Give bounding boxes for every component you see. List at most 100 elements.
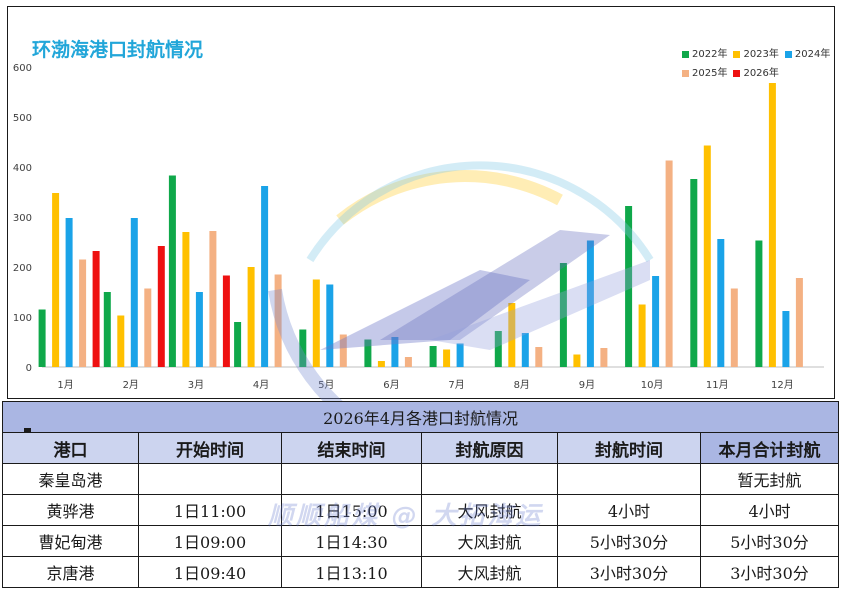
legend-swatch: [784, 50, 792, 58]
table-cell: 3小时30分: [557, 556, 701, 588]
table-cell: 1日09:00: [138, 525, 282, 557]
table-cell: 4小时: [557, 494, 701, 526]
bar-2023年-1月: [52, 193, 60, 367]
x-tick-label: 9月: [579, 379, 595, 391]
y-tick-label: 100: [13, 313, 32, 324]
table-cell: 曹妃甸港: [2, 525, 139, 557]
header-reason: 封航原因: [421, 432, 558, 464]
legend-swatch: [682, 50, 689, 58]
y-tick-label: 300: [13, 213, 32, 224]
table-cell: [138, 463, 282, 495]
legend-label: 2026年: [743, 68, 779, 79]
table-cell: 暂无封航: [699, 463, 840, 495]
bar-2023年-11月: [703, 145, 711, 367]
legend-item: 2023年: [733, 45, 779, 60]
bar-2022年-7月: [429, 346, 437, 367]
legend-item: 2025年: [682, 64, 727, 79]
table-cell: 秦皇岛港: [2, 463, 139, 495]
bar-2025年-5月: [339, 334, 347, 367]
legend-swatch: [682, 69, 689, 77]
x-tick-label: 12月: [771, 379, 794, 391]
bar-2025年-6月: [404, 357, 412, 367]
table-cell: 4小时: [699, 494, 840, 526]
x-tick-label: 1月: [57, 379, 73, 391]
bar-2023年-4月: [247, 267, 255, 367]
table-cell: 黄骅港: [2, 494, 139, 526]
corner-mark: [24, 428, 31, 432]
bar-2025年-10月: [665, 160, 673, 367]
legend-swatch: [733, 69, 741, 77]
bar-2025年-11月: [730, 288, 738, 367]
header-start-time: 开始时间: [138, 432, 282, 464]
table-cell: 大风封航: [421, 525, 558, 557]
x-tick-label: 6月: [383, 379, 399, 391]
bar-2024年-1月: [65, 218, 73, 367]
table-cell: 1日09:40: [138, 556, 282, 588]
y-tick-label: 200: [13, 263, 32, 274]
x-tick-label: 10月: [641, 379, 664, 391]
bar-2025年-1月: [79, 259, 87, 367]
bar-2023年-9月: [573, 354, 581, 367]
bar-2024年-3月: [195, 292, 203, 367]
bar-2024年-8月: [521, 333, 529, 367]
bar-2024年-7月: [456, 343, 464, 367]
bar-2023年-7月: [443, 349, 451, 367]
bar-2024年-5月: [326, 284, 334, 367]
table-cell: 5小时30分: [557, 525, 701, 557]
table-header-row: 港口 开始时间 结束时间 封航原因 封航时间 本月合计封航: [2, 432, 840, 464]
bar-2023年-5月: [312, 279, 320, 367]
bar-2024年-6月: [391, 337, 399, 367]
x-tick-label: 4月: [253, 379, 269, 391]
y-tick-label: 400: [13, 163, 32, 174]
y-tick-label: 0: [26, 363, 32, 374]
x-tick-label: 7月: [448, 379, 464, 391]
bar-2023年-8月: [508, 303, 516, 367]
table-cell: 3小时30分: [699, 556, 840, 588]
legend-item: 2026年: [733, 64, 779, 79]
legend-label: 2024年: [794, 49, 831, 60]
bar-2023年-12月: [768, 83, 776, 367]
bar-2022年-12月: [755, 240, 763, 367]
header-duration: 封航时间: [557, 432, 701, 464]
bar-2024年-9月: [586, 240, 594, 367]
legend-label: 2025年: [692, 68, 728, 79]
x-tick-label: 8月: [514, 379, 530, 391]
header-port: 港口: [2, 432, 139, 464]
x-tick-label: 5月: [318, 379, 334, 391]
table-row: 秦皇岛港 暂无封航: [2, 463, 840, 495]
bar-2022年-6月: [364, 339, 372, 367]
legend: 2022年 2023年 2024年 2025年 2026年: [682, 45, 842, 83]
legend-label: 2023年: [743, 49, 779, 60]
table-cell: 大风封航: [421, 556, 558, 588]
y-tick-label: 500: [13, 113, 32, 124]
bar-2026年-1月: [92, 251, 100, 367]
table-cell: 大风封航: [421, 494, 558, 526]
bar-2025年-4月: [274, 274, 282, 367]
bar-2022年-1月: [38, 309, 46, 367]
bar-2024年-4月: [261, 186, 269, 367]
bar-2025年-3月: [209, 231, 217, 367]
bar-2024年-12月: [782, 311, 790, 367]
bar-2022年-10月: [625, 206, 633, 367]
table-cell: 1日14:30: [281, 525, 422, 557]
table-cell: 京唐港: [2, 556, 139, 588]
table-row: 京唐港 1日09:40 1日13:10 大风封航 3小时30分 3小时30分: [2, 556, 840, 588]
table-cell: [421, 463, 558, 495]
header-end-time: 结束时间: [281, 432, 422, 464]
port-closure-table: 2026年4月各港口封航情况 港口 开始时间 结束时间 封航原因 封航时间 本月…: [1, 401, 840, 588]
table-cell: 1日11:00: [138, 494, 282, 526]
bar-2025年-8月: [535, 347, 543, 367]
bar-2023年-6月: [377, 361, 385, 367]
x-tick-label: 11月: [706, 379, 729, 391]
table-cell: 1日15:00: [281, 494, 422, 526]
bar-2026年-2月: [157, 246, 165, 367]
legend-item: 2022年: [682, 45, 727, 60]
bar-2022年-2月: [103, 292, 111, 367]
legend-swatch: [733, 50, 741, 58]
chart-title: 环渤海港口封航情况: [32, 39, 204, 61]
bar-2025年-12月: [795, 278, 803, 367]
bar-2025年-2月: [144, 288, 152, 367]
bar-2022年-11月: [690, 179, 698, 367]
table-cell: 1日13:10: [281, 556, 422, 588]
table-cell: [281, 463, 422, 495]
